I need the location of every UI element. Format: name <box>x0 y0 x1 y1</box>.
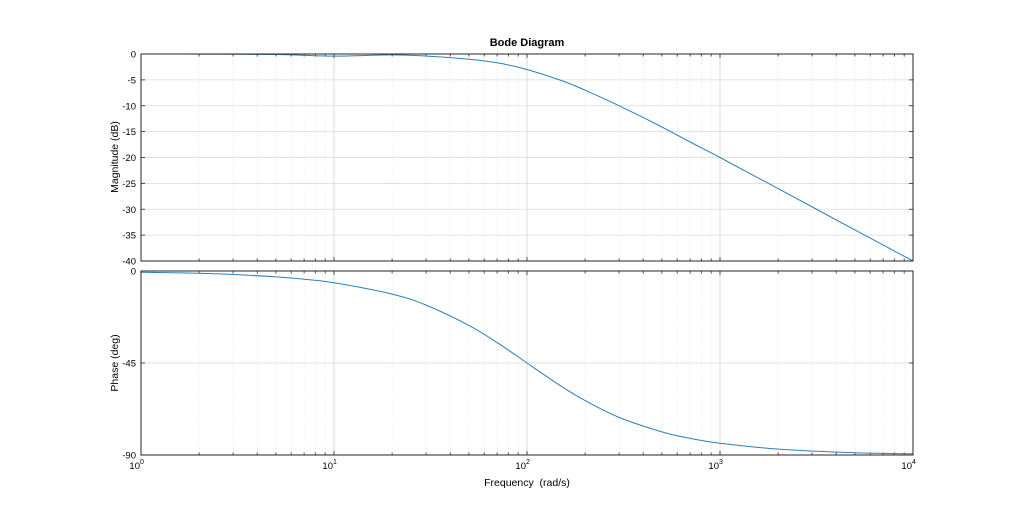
y-tick-label: -90 <box>122 451 136 462</box>
x-tick-label: 10 4 <box>901 459 916 472</box>
frequency-x-ticks: 10 0 10 1 10 2 10 3 10 4 <box>129 459 916 472</box>
phase-axes-frame <box>140 270 914 456</box>
x-tick-label: 10 0 <box>129 459 144 472</box>
magnitude-curve <box>140 53 914 262</box>
magnitude-axes-frame <box>140 53 914 262</box>
x-tick-label: 10 3 <box>708 459 723 472</box>
chart-title: Bode Diagram <box>490 37 565 49</box>
y-tick-label: 0 <box>131 50 136 61</box>
phase-y-label: Phase (deg) <box>109 334 121 391</box>
x-tick-exponent: 0 <box>140 459 144 466</box>
y-tick-label: -5 <box>128 75 136 86</box>
x-tick-exponent: 2 <box>526 459 530 466</box>
x-tick-label: 10 1 <box>322 459 337 472</box>
y-tick-label: -10 <box>122 101 136 112</box>
magnitude-y-ticks: 0 -5 -10 -15 -20 -25 -30 -35 -40 <box>122 50 136 268</box>
x-tick-exponent: 3 <box>719 459 723 466</box>
x-tick-base: 10 <box>708 461 719 472</box>
x-tick-base: 10 <box>901 461 912 472</box>
y-tick-label: -30 <box>122 205 136 216</box>
phase-grid <box>141 270 913 456</box>
phase-y-ticks: 0 -45 -90 <box>122 267 136 462</box>
y-tick-label: -20 <box>122 153 136 164</box>
x-tick-exponent: 1 <box>333 459 337 466</box>
y-tick-label: 0 <box>131 267 136 278</box>
x-tick-label: 10 2 <box>515 459 530 472</box>
y-tick-label: -25 <box>122 179 136 190</box>
x-axis-label: Frequency (rad/s) <box>484 477 570 489</box>
y-tick-label: -40 <box>122 257 136 268</box>
x-tick-exponent: 4 <box>912 459 916 466</box>
phase-curve <box>140 271 914 455</box>
magnitude-y-label: Magnitude (dB) <box>109 121 121 193</box>
x-tick-base: 10 <box>515 461 526 472</box>
y-tick-label: -15 <box>122 127 136 138</box>
x-tick-base: 10 <box>129 461 140 472</box>
y-tick-label: -45 <box>122 359 136 370</box>
y-tick-label: -35 <box>122 231 136 242</box>
x-tick-base: 10 <box>322 461 333 472</box>
